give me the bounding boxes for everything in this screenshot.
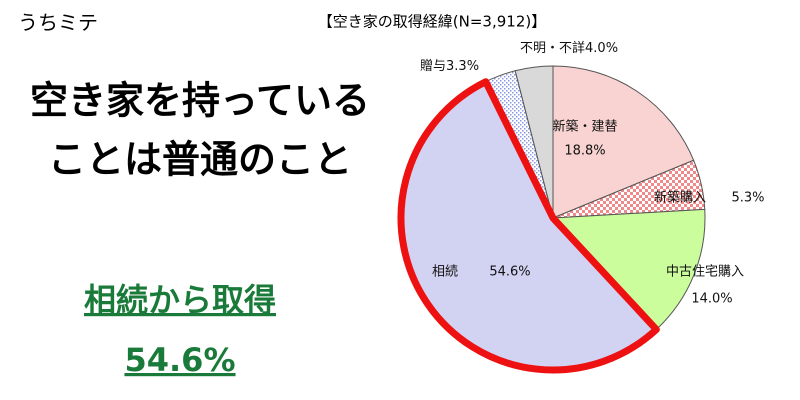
value-label: 4.0% — [585, 41, 618, 56]
slice-highlight — [397, 78, 660, 374]
slice-label-group: 不明・不詳4.0% — [520, 40, 618, 56]
slice-label: 贈与 — [420, 58, 446, 74]
value-label: 3.3% — [446, 59, 479, 74]
chart-title: 【空き家の取得経緯(N=3,912)】 — [318, 13, 546, 31]
slice-label: 相続 — [432, 265, 458, 280]
brand: うちミテ — [18, 11, 98, 35]
value-label: 18.8% — [564, 144, 605, 159]
value-label: 5.3% — [731, 191, 764, 206]
value-label: 14.0% — [691, 292, 732, 307]
pie-slice — [552, 65, 695, 219]
value-label: 54.6% — [489, 265, 530, 280]
slice-label: 新築購入 — [654, 190, 706, 206]
pie-slice — [551, 208, 706, 331]
headline: 空き家を持っている — [30, 79, 370, 123]
slice-label: 中古住宅購入 — [666, 265, 744, 280]
highlight-value: 54.6% — [124, 341, 235, 379]
slice-label: 不明・不詳 — [520, 40, 585, 56]
slice-label: 新築・建替 — [552, 119, 617, 135]
pie-slice — [514, 65, 554, 219]
headline: ことは普通のこと — [48, 138, 352, 182]
slice-label-group: 贈与3.3% — [420, 58, 479, 74]
highlight-label: 相続から取得 — [84, 281, 276, 319]
